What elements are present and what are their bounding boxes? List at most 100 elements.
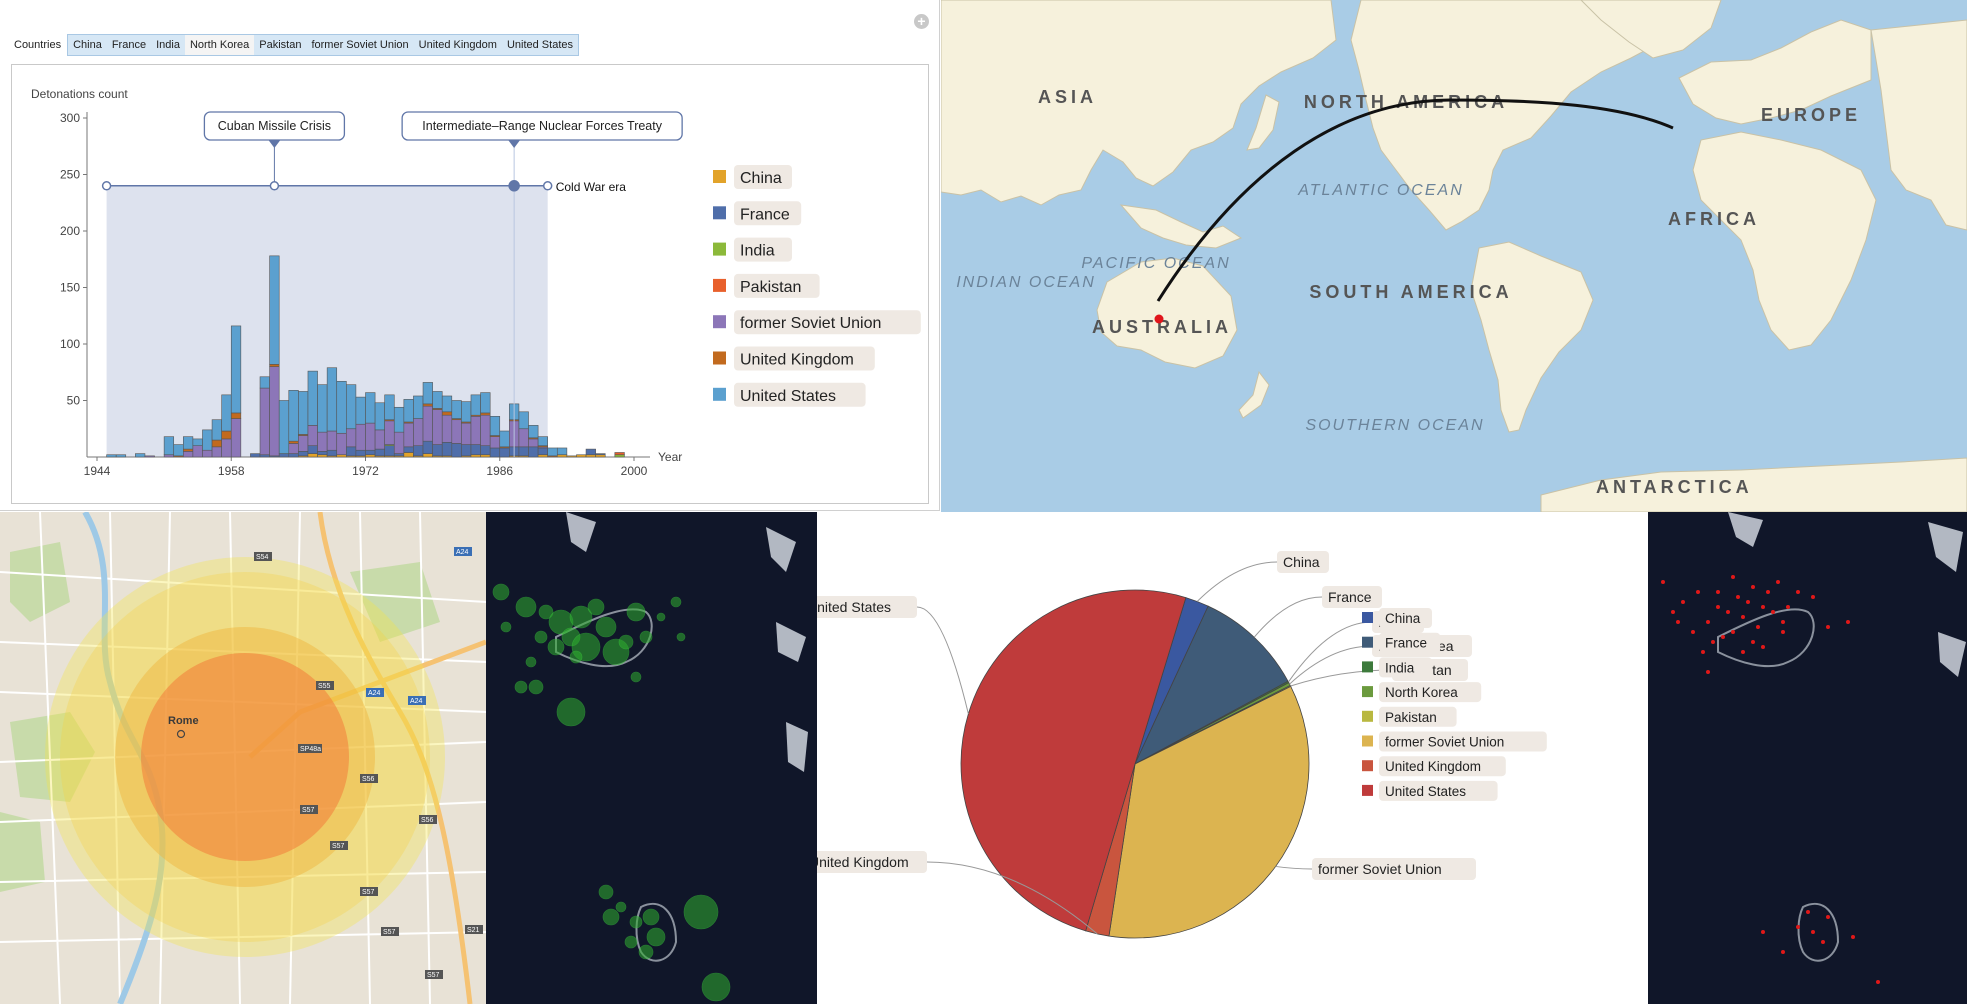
bar-segment <box>499 447 510 458</box>
red-marker <box>1786 605 1790 609</box>
bar-segment <box>288 390 299 442</box>
bar-segment <box>432 391 443 409</box>
red-marker <box>1851 935 1855 939</box>
bar-segment <box>413 418 424 446</box>
legend-label: India <box>740 243 775 260</box>
cloud-4 <box>786 722 808 772</box>
x-axis-label: Year <box>658 450 682 464</box>
road-shield-bg <box>454 547 472 556</box>
pie-legend-swatch <box>1362 784 1373 796</box>
legend-swatch <box>713 242 726 256</box>
bar-segment <box>461 422 472 445</box>
bar-segment <box>202 429 213 451</box>
tab-north-korea[interactable]: North Korea <box>184 35 255 55</box>
tab-china[interactable]: China <box>73 39 102 51</box>
red-marker <box>1811 595 1815 599</box>
pie-label-bg <box>817 596 917 618</box>
road-label-s55: S55 <box>318 683 331 690</box>
bar-segment <box>480 414 491 447</box>
bar-segment <box>298 451 309 457</box>
cloud-3 <box>776 622 806 662</box>
green-marker <box>646 927 666 947</box>
cloud-2 <box>1928 522 1963 572</box>
bar-segment <box>355 396 366 425</box>
bar-segment <box>336 454 347 458</box>
bar-segment <box>365 449 376 456</box>
green-marker <box>683 894 719 930</box>
bar-segment <box>106 454 117 458</box>
label-southern-ocean: SOUTHERN OCEAN <box>1305 417 1484 434</box>
park-2 <box>10 542 70 622</box>
detonation-markers-red <box>1661 575 1880 984</box>
highway <box>317 512 473 1004</box>
legend-label-bg <box>734 273 820 298</box>
label-north-america: NORTH AMERICA <box>1304 92 1508 112</box>
red-marker <box>1746 600 1750 604</box>
pie-legend-swatch <box>1362 686 1373 698</box>
bar-segment <box>470 416 481 445</box>
bar-segment <box>336 380 347 434</box>
city-label-rome: Rome <box>168 715 199 727</box>
red-marker <box>1846 620 1850 624</box>
tab-india[interactable]: India <box>156 39 180 51</box>
bar-segment <box>346 446 357 457</box>
green-marker <box>528 679 544 695</box>
legend-swatch <box>713 206 726 220</box>
label-indian-ocean: INDIAN OCEAN <box>956 274 1096 291</box>
bar-segment <box>384 394 395 421</box>
blast-ring-inner <box>141 653 349 861</box>
tab-france[interactable]: France <box>111 39 147 51</box>
bar-segment <box>566 455 577 458</box>
label-europe: EUROPE <box>1761 105 1861 125</box>
bar-segment <box>355 449 366 457</box>
label-south-america: SOUTH AMERICA <box>1309 282 1512 302</box>
x-tick-label: 1986 <box>486 464 513 478</box>
cold-war-end-marker <box>542 181 553 191</box>
tab-former-soviet-union[interactable]: former Soviet Union <box>311 39 409 51</box>
pie-legend-label-bg <box>1379 608 1432 628</box>
pie-label-bg <box>1322 586 1382 608</box>
green-marker <box>642 908 660 926</box>
pie-legend-swatch <box>1362 735 1373 747</box>
pie-slice <box>1134 605 1289 765</box>
tab-united-kingdom[interactable]: United Kingdom <box>418 39 497 51</box>
bar-segment <box>317 384 328 433</box>
road-shield-bg <box>419 815 437 824</box>
green-marker <box>639 630 653 644</box>
bar-segment <box>307 425 318 446</box>
red-marker <box>1741 615 1745 619</box>
map-labels: ASIA NORTH AMERICA EUROPE AFRICA AUSTRAL… <box>1038 87 1861 497</box>
bar-segment <box>585 454 596 458</box>
bar-segment <box>422 453 433 458</box>
legend-label-bg <box>734 165 792 189</box>
red-marker <box>1876 980 1880 984</box>
legend-label-bg <box>734 346 875 371</box>
bar-segment <box>451 400 462 419</box>
green-marker <box>500 621 512 633</box>
detonation-markers-green <box>492 583 731 1002</box>
road-shield-bg <box>465 925 483 934</box>
pie-legend-label: former Soviet Union <box>1385 735 1504 750</box>
red-marker <box>1761 605 1765 609</box>
bar-segment <box>585 448 596 456</box>
red-marker <box>1766 590 1770 594</box>
green-marker <box>629 915 643 929</box>
bar-segment <box>144 455 155 458</box>
green-marker <box>556 697 586 727</box>
ocean-labels: ATLANTIC OCEAN INDIAN OCEAN PACIFIC OCEA… <box>956 182 1484 434</box>
pie-legend-label-bg <box>1379 632 1441 653</box>
target-point <box>1154 314 1164 324</box>
bar-segment <box>163 454 175 458</box>
legend-label: France <box>740 206 790 223</box>
red-marker <box>1776 580 1780 584</box>
bar-segment <box>470 454 481 458</box>
tab-pakistan[interactable]: Pakistan <box>259 39 302 51</box>
bar-segment <box>441 395 453 413</box>
callout-marker <box>269 181 280 191</box>
pie-legend-swatch <box>1362 636 1373 648</box>
bar-segment <box>441 442 453 457</box>
x-tick-label: 1958 <box>218 464 245 478</box>
add-icon[interactable]: + <box>914 14 929 29</box>
park-3 <box>350 562 440 642</box>
tab-united-states[interactable]: United States <box>506 39 573 51</box>
